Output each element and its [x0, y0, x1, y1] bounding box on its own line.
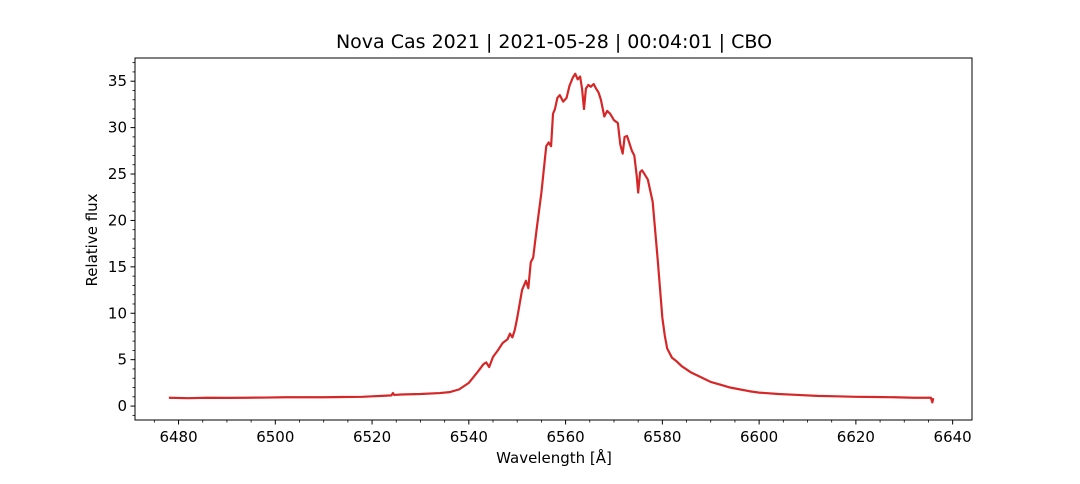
x-tick-label: 6480	[159, 428, 197, 446]
x-tick-label: 6620	[837, 428, 875, 446]
x-tick-label: 6500	[256, 428, 294, 446]
plot-area: 6480 6500 6520 6540 6560 6580 6600 6620 6640 0 5 10…	[108, 57, 973, 446]
x-tick-label: 6600	[740, 428, 778, 446]
y-tick-label: 0	[117, 397, 127, 415]
y-tick-label: 5	[117, 351, 127, 369]
y-axis-label: Relative flux	[83, 193, 101, 286]
y-tick-label: 25	[108, 165, 127, 183]
y-tick-label: 20	[108, 211, 127, 229]
x-tick-label: 6560	[547, 428, 585, 446]
x-tick-label: 6540	[450, 428, 488, 446]
x-tick-label: 6520	[353, 428, 391, 446]
y-tick-label: 35	[108, 72, 127, 90]
x-tick-label: 6580	[643, 428, 681, 446]
chart-title: Nova Cas 2021 | 2021-05-28 | 00:04:01 | …	[336, 31, 772, 53]
x-tick-label: 6640	[934, 428, 972, 446]
spectrum-line	[168, 72, 935, 404]
y-tick-label: 10	[108, 304, 127, 322]
x-axis-label: Wavelength [Å]	[496, 448, 612, 467]
y-tick-label: 30	[108, 119, 127, 137]
y-tick-label: 15	[108, 258, 127, 276]
